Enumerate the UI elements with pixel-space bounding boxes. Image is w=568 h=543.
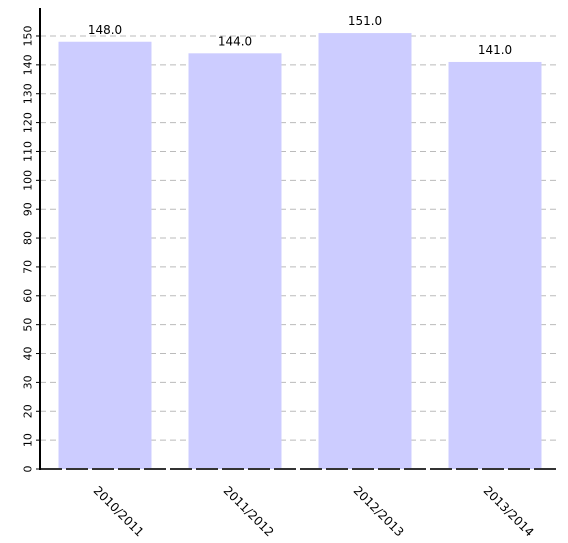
bar [448, 61, 542, 469]
y-tick-label: 110 [22, 141, 35, 162]
bar-data-label: 151.0 [348, 14, 382, 28]
bars [58, 33, 542, 470]
y-tick-label: 20 [22, 404, 35, 418]
x-category-label: 2010/2011 [91, 483, 147, 539]
y-tick-label: 80 [22, 231, 35, 245]
axes [36, 8, 560, 470]
y-tick-label: 0 [22, 466, 35, 473]
y-tick-label: 90 [22, 202, 35, 216]
bar [318, 33, 412, 470]
bar [58, 41, 152, 469]
x-category-label: 2012/2013 [351, 483, 407, 539]
x-category-label: 2011/2012 [221, 483, 277, 539]
x-category-label: 2013/2014 [481, 483, 537, 539]
y-tick-label: 120 [22, 112, 35, 133]
y-tick-label: 30 [22, 375, 35, 389]
bar-data-label: 148.0 [88, 23, 122, 37]
y-tick-label: 70 [22, 260, 35, 274]
y-tick-label: 40 [22, 347, 35, 361]
y-tick-label: 140 [22, 54, 35, 75]
bar-data-label: 144.0 [218, 34, 252, 48]
y-tick-label: 50 [22, 318, 35, 332]
bar [188, 53, 282, 470]
y-tick-label: 10 [22, 433, 35, 447]
y-tick-label: 100 [22, 170, 35, 191]
y-tick-label: 130 [22, 83, 35, 104]
y-tick-label: 150 [22, 25, 35, 46]
bar-data-label: 141.0 [478, 43, 512, 57]
y-tick-label: 60 [22, 289, 35, 303]
